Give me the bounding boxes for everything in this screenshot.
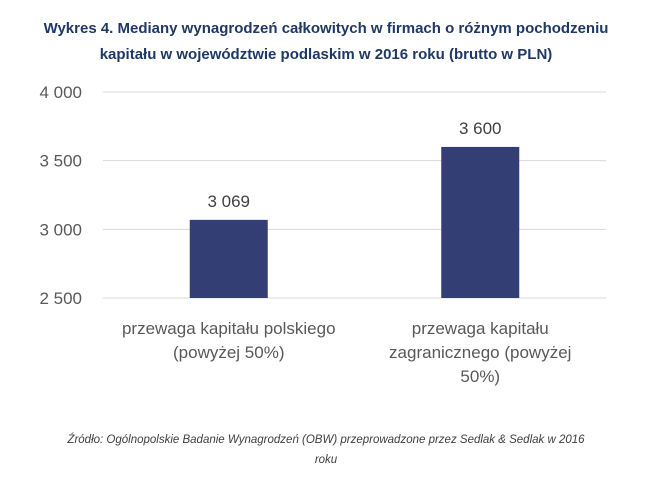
gridlines	[103, 91, 606, 299]
bars	[189, 146, 520, 298]
source-note: Źródło: Ogólnopolskie Badanie Wynagrodze…	[10, 430, 642, 470]
x-category-label: przewaga kapitału polskiego (powyżej 50%)	[122, 319, 336, 362]
bar	[441, 146, 520, 298]
x-category-label-line: przewaga kapitału polskiego	[122, 319, 336, 338]
x-category-label-line: (powyżej 50%)	[173, 343, 285, 362]
y-tick-label: 3 500	[39, 152, 82, 171]
chart-title-line-1: Wykres 4. Mediany wynagrodzeń całkowityc…	[43, 20, 609, 37]
x-category-label-line: przewaga kapitału	[412, 319, 549, 338]
x-category-label-line: 50%)	[460, 367, 500, 386]
x-category-label: przewaga kapitału zagranicznego (powyżej 5…	[389, 319, 571, 386]
source-line-2: roku	[314, 454, 338, 466]
x-category-label-line: zagranicznego (powyżej	[389, 343, 571, 362]
source-line-1: Źródło: Ogólnopolskie Badanie Wynagrodze…	[67, 434, 585, 446]
data-label: 3 069	[207, 192, 250, 211]
x-axis: przewaga kapitału polskiego (powyżej 50%)…	[122, 319, 571, 386]
chart-title: Wykres 4. Mediany wynagrodzeń całkowityc…	[10, 16, 642, 68]
y-tick-label: 2 500	[39, 289, 82, 308]
y-axis: 2 500 3 000 3 500 4 000	[39, 83, 82, 308]
y-tick-label: 4 000	[39, 83, 82, 102]
data-labels: 3 069 3 600	[207, 119, 501, 211]
chart-title-line-2: kapitału w województwie podlaskim w 2016…	[99, 46, 553, 63]
bar	[189, 219, 268, 298]
data-label: 3 600	[459, 119, 502, 138]
y-tick-label: 3 000	[39, 220, 82, 239]
